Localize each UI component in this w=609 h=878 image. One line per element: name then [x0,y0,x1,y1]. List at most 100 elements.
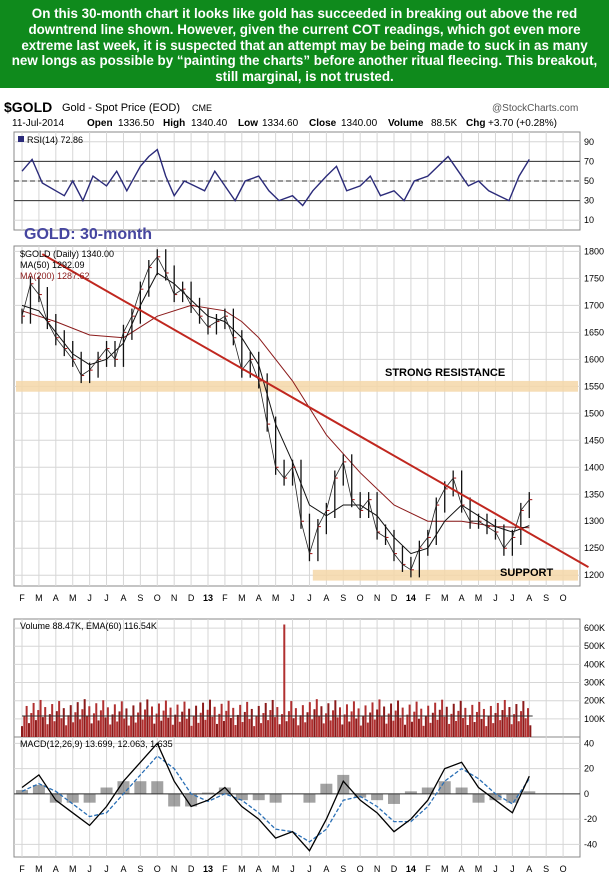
month-tick-label: J [104,864,109,874]
macd-tick-label: 40 [584,738,594,748]
low-value: 1334.60 [262,118,299,129]
macd-histogram-bar [202,792,214,794]
price-tick-label: 1750 [584,273,604,283]
month-tick-label: O [154,593,161,603]
month-tick-label: 13 [203,593,213,603]
month-tick-label: A [256,593,262,603]
month-tick-label: J [104,593,109,603]
macd-histogram-bar [523,791,536,794]
support-label: SUPPORT [500,567,553,579]
month-tick-label: A [120,593,126,603]
high-label: High [163,118,185,129]
month-tick-label: 13 [203,864,213,874]
chart-title: GOLD: 30-month [24,226,152,243]
month-tick-label: S [543,864,549,874]
month-tick-label: J [290,864,295,874]
month-tick-label: A [120,864,126,874]
month-tick-label: F [222,593,228,603]
price-tick-label: 1250 [584,543,604,553]
month-tick-label: A [459,593,465,603]
month-tick-label: F [425,593,431,603]
macd-tick-label: -40 [584,839,597,849]
month-tick-label: 14 [406,593,416,603]
price-tick-label: 1650 [584,327,604,337]
close-label: Close [309,118,337,129]
month-tick-label: S [137,593,143,603]
month-tick-label: F [222,864,228,874]
macd-histogram-bar [100,787,113,794]
macd-histogram-bar [252,793,265,801]
month-tick-label: N [374,864,381,874]
chart-svg: $GOLD Gold - Spot Price (EOD) CME @Stock… [4,99,605,874]
volume-label: Volume [388,118,424,129]
macd-histogram-bar [151,781,164,794]
month-tick-label: O [560,593,567,603]
month-tick-label: M [238,593,246,603]
month-tick-label: M [441,593,449,603]
chg-label: Chg [466,118,485,129]
macd-line [21,742,530,852]
macd-histogram-bar [438,781,451,794]
macd-histogram-bar [32,785,45,794]
macd-histogram-bar [354,793,367,798]
month-tick-label: J [87,864,92,874]
rsi-legend: RSI(14) 72.86 [27,135,83,145]
macd-histogram-bar [168,793,181,807]
ma200-legend: MA(200) 1287.62 [20,271,90,281]
month-tick-label: F [425,864,431,874]
month-tick-label: M [441,864,449,874]
month-tick-label: J [307,864,312,874]
series-layer [14,148,589,852]
chart-exchange: CME [192,103,212,113]
macd-histogram-bar [489,793,502,801]
rsi-tick-label: 10 [584,215,594,225]
chg-value: +3.70 (+0.28%) [488,118,557,129]
month-tick-label: J [493,864,498,874]
month-tick-label: J [493,593,498,603]
month-tick-label: 14 [406,864,416,874]
month-tick-label: A [459,864,465,874]
open-value: 1336.50 [118,118,155,129]
month-tick-label: M [272,593,280,603]
month-tick-label: A [53,864,59,874]
macd-histogram-bar [235,793,248,801]
macd-tick-label: 20 [584,764,594,774]
ma50-legend: MA(50) 1292.09 [20,260,85,270]
price-tick-label: 1300 [584,516,604,526]
month-tick-label: D [188,864,195,874]
band-layer [16,380,578,581]
resistance-band [16,380,578,392]
month-tick-label: J [290,593,295,603]
price-tick-label: 1600 [584,354,604,364]
month-tick-label: F [19,864,25,874]
commentary-banner: On this 30-month chart it looks like gol… [0,0,609,88]
macd-histogram-bar [506,793,519,803]
month-tick-label: A [53,593,59,603]
ma200-line [21,304,530,529]
month-tick-label: M [475,864,483,874]
rsi-tick-label: 30 [584,196,594,206]
month-tick-label: D [188,593,195,603]
month-tick-label: J [307,593,312,603]
chart-date: 11-Jul-2014 [12,118,65,129]
month-tick-label: M [35,593,43,603]
month-tick-label: M [475,593,483,603]
commentary-text: On this 30-month chart it looks like gol… [11,6,598,85]
macd-histogram-bar [371,793,384,801]
macd-histogram-bar [16,790,28,794]
macd-histogram-bar [185,793,198,807]
low-label: Low [238,118,258,129]
month-tick-label: J [510,593,515,603]
month-tick-label: A [256,864,262,874]
month-tick-label: N [171,864,178,874]
price-line [21,256,530,571]
volume-tick-label: 100K [584,714,605,724]
stockcharts-panel: $GOLD Gold - Spot Price (EOD) CME @Stock… [0,88,609,878]
rsi-tick-label: 70 [584,156,594,166]
price-legend: $GOLD (Daily) 1340.00 [20,249,114,259]
macd-histogram-bar [320,783,333,794]
month-tick-label: J [510,864,515,874]
price-tick-label: 1450 [584,435,604,445]
month-tick-label: O [357,593,364,603]
rsi-tick-label: 50 [584,176,594,186]
